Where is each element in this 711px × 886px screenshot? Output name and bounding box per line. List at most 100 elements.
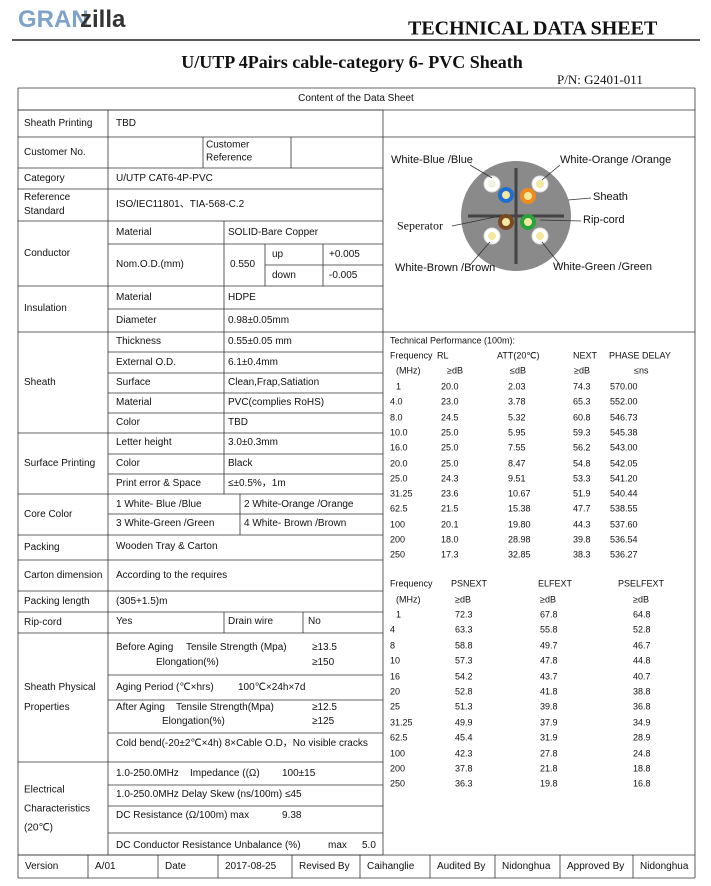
perf-value: 38.3 <box>573 549 591 560</box>
perf-value: 10 <box>390 655 401 666</box>
footer-cell: Revised By <box>299 860 350 872</box>
doc-subtitle: U/UTP 4Pairs cable-category 6- PVC Sheat… <box>181 51 523 72</box>
perf-value: 37.8 <box>455 763 473 774</box>
row-label: Core Color <box>24 508 73 520</box>
footer-cell: Version <box>25 860 59 872</box>
cell-text: According to the requires <box>116 569 228 581</box>
doc-title: TECHNICAL DATA SHEET <box>408 17 658 40</box>
perf-value: 74.3 <box>573 381 591 392</box>
perf-value: 541.20 <box>610 473 638 484</box>
perf-value: 542.05 <box>610 457 638 468</box>
perf-value: 19.80 <box>508 519 531 530</box>
perf-header: ELFEXT <box>538 578 573 589</box>
cell-text: HDPE <box>228 291 256 303</box>
cell-text: 100±15 <box>282 767 316 779</box>
footer-cell: Audited By <box>437 860 486 872</box>
footer-cell: 2017-08-25 <box>225 860 277 872</box>
cell-text: 2 White-Orange /Orange <box>244 498 354 510</box>
perf-value: 54.8 <box>573 457 591 468</box>
perf-value: 24.3 <box>441 473 459 484</box>
row-label: Conductor <box>24 247 71 259</box>
perf-value: 15.38 <box>508 503 531 514</box>
cell-text: 0.55±0.05 mm <box>228 335 292 347</box>
diagram-label: White-Blue /Blue <box>391 154 473 167</box>
perf-value: 31.9 <box>540 732 558 743</box>
perf-unit: ≥dB <box>540 594 556 605</box>
perf-value: 5.32 <box>508 411 526 422</box>
cell-text: External O.D. <box>116 356 177 368</box>
perf-value: 200 <box>390 534 406 545</box>
perf-value: 21.5 <box>441 503 459 514</box>
perf-value: 32.85 <box>508 549 531 560</box>
cell-text: Wooden Tray & Carton <box>116 540 218 552</box>
cell-text: ≥13.5 <box>312 641 337 653</box>
cell-text: 6.1±0.4mm <box>228 356 278 368</box>
perf-header: PSNEXT <box>451 578 488 589</box>
perf-unit: ≥dB <box>574 365 590 376</box>
cell-text: ≤±0.5%，1m <box>228 477 286 489</box>
cell-text: Thickness <box>116 335 162 347</box>
row-label: Customer No. <box>24 146 86 158</box>
cell-text: ISO/IEC11801、TIA-568-C.2 <box>116 198 245 210</box>
cell-text: Nom.O.D.(mm) <box>116 258 184 270</box>
perf-title: Technical Performance (100m): <box>390 335 516 346</box>
perf-value: 51.3 <box>455 701 473 712</box>
cell-text: (305+1.5)m <box>116 595 168 607</box>
cell-text: Clean,Frap,Satiation <box>228 376 320 388</box>
perf-value: 28.98 <box>508 534 531 545</box>
perf-value: 17.3 <box>441 549 459 560</box>
perf-value: 39.8 <box>573 534 591 545</box>
perf-header: PHASE DELAY <box>609 350 671 361</box>
cell-text: Letter height <box>116 436 172 448</box>
perf-value: 100 <box>390 747 406 758</box>
logo: GRAN <box>18 6 89 33</box>
perf-value: 8.0 <box>390 411 403 422</box>
cell-text: ≥150 <box>312 656 335 668</box>
perf-value: 3.78 <box>508 396 526 407</box>
cell-text: No <box>308 615 321 627</box>
cell-text: Surface <box>116 376 151 388</box>
perf-unit: (MHz) <box>396 365 421 376</box>
perf-value: 20.1 <box>441 519 459 530</box>
cell-text: Customer Reference <box>206 139 253 164</box>
perf-value: 2.03 <box>508 381 526 392</box>
perf-value: 40.7 <box>633 670 651 681</box>
perf-value: 63.3 <box>455 624 473 635</box>
perf-value: 27.8 <box>540 747 558 758</box>
cell-text: Material <box>116 226 152 238</box>
perf-value: 38.8 <box>633 686 651 697</box>
perf-value: 52.8 <box>455 686 473 697</box>
footer-cell: Nidonghua <box>640 860 689 872</box>
cable-diagram <box>451 161 592 271</box>
part-number: P/N: G2401-011 <box>557 71 643 87</box>
perf-value: 60.8 <box>573 411 591 422</box>
row-label: Category <box>24 172 65 184</box>
perf-unit: ≤ns <box>634 365 649 376</box>
footer-cell: Nidonghua <box>502 860 551 872</box>
cell-text: Elongation(%) <box>156 656 219 668</box>
perf-value: 19.8 <box>540 778 558 789</box>
perf-value: 72.3 <box>455 609 473 620</box>
diagram-label: White-Brown /Brown <box>395 262 496 275</box>
perf-value: 1 <box>396 609 402 620</box>
perf-value: 8.47 <box>508 457 526 468</box>
perf-unit: ≥dB <box>447 365 463 376</box>
cell-text: DC Resistance (Ω/100m) max <box>116 809 250 821</box>
perf-value: 545.38 <box>610 427 638 438</box>
perf-value: 37.9 <box>540 717 558 728</box>
perf-value: 56.2 <box>573 442 591 453</box>
cell-text: Cold bend(-20±2℃×4h) 8×Cable O.D，No visi… <box>116 737 368 749</box>
cell-text: PVC(complies RoHS) <box>228 396 325 408</box>
perf-value: 58.8 <box>455 640 473 651</box>
row-label: Rip-cord <box>24 616 62 628</box>
perf-value: 7.55 <box>508 442 526 453</box>
perf-value: 24.5 <box>441 411 459 422</box>
row-label: Sheath Physical Properties <box>24 681 96 713</box>
perf-value: 25.0 <box>441 457 459 468</box>
perf-unit: ≤dB <box>510 365 526 376</box>
perf-header: ATT(20℃) <box>497 350 540 361</box>
perf-value: 43.7 <box>540 670 558 681</box>
perf-value: 44.3 <box>573 519 591 530</box>
cell-text: Color <box>116 457 140 469</box>
perf-value: 25.0 <box>390 473 408 484</box>
